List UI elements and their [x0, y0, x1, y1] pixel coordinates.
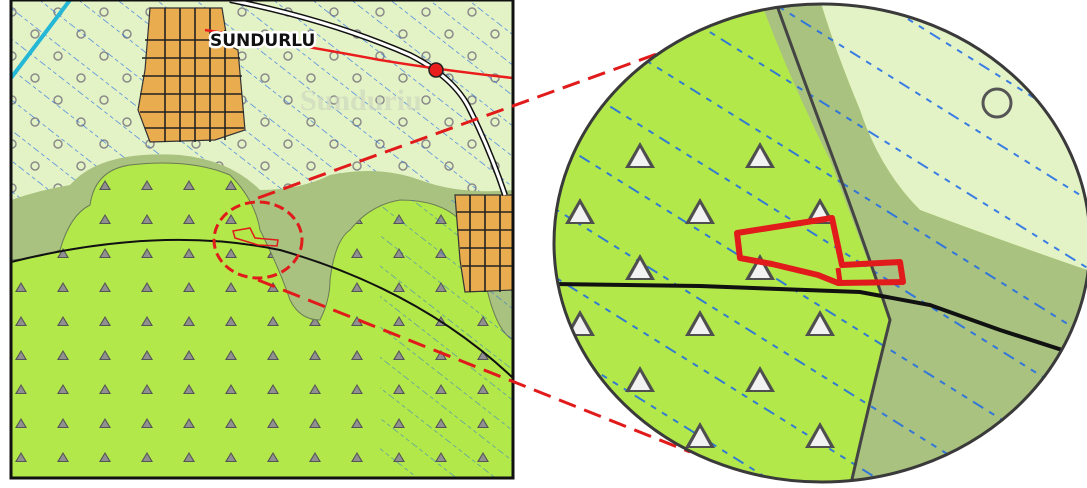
red-route	[204, 28, 513, 80]
zoom-circle-frame	[552, 2, 1087, 484]
inset-zone-edge	[773, 4, 892, 482]
boundary-line	[11, 238, 513, 379]
highlight-circle	[212, 200, 304, 280]
red-dot-icon	[428, 62, 444, 78]
connector-top	[257, 40, 691, 200]
settlement-block-east	[454, 194, 513, 293]
place-label-halo: SUNDURLU	[210, 31, 315, 51]
settlement-block-north	[137, 7, 246, 143]
inset-boundary-line	[554, 282, 1087, 360]
place-label: SUNDURLU	[210, 31, 315, 51]
overview-map: Sunduriu SUNDURLU SUNDURLU	[11, 0, 513, 478]
parcel-outline-small	[232, 227, 279, 247]
overview-map-frame	[9, 0, 515, 480]
connector-bottom	[257, 278, 691, 454]
faded-place-label: Sunduriu	[300, 84, 422, 117]
triangle-icon	[554, 120, 854, 482]
parcel-outline	[734, 215, 906, 286]
channel	[11, 0, 72, 80]
